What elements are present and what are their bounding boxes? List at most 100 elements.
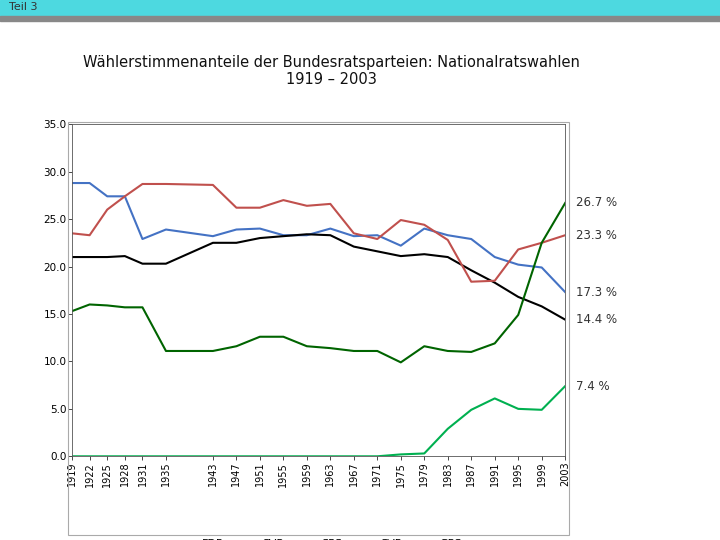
- GPS: [490, 395, 499, 402]
- SPS: [397, 217, 405, 223]
- Line: SVP: SVP: [72, 203, 565, 362]
- SVP: [232, 343, 240, 349]
- SVP: [85, 301, 94, 308]
- GPS: [68, 453, 76, 460]
- SPS: [561, 232, 570, 239]
- FDP: [349, 233, 358, 239]
- SPS: [444, 237, 452, 243]
- FDP: [256, 225, 264, 232]
- CVP: [302, 231, 311, 238]
- GPS: [561, 383, 570, 389]
- GPS: [256, 453, 264, 460]
- GPS: [279, 453, 288, 460]
- CVP: [349, 244, 358, 250]
- SPS: [103, 206, 112, 213]
- CVP: [420, 251, 428, 258]
- SPS: [279, 197, 288, 204]
- GPS: [326, 453, 335, 460]
- Text: 17.3 %: 17.3 %: [576, 286, 617, 299]
- FDP: [397, 242, 405, 249]
- CVP: [138, 260, 147, 267]
- Text: 14.4 %: 14.4 %: [576, 313, 617, 326]
- CVP: [120, 253, 129, 259]
- FDP: [302, 232, 311, 239]
- SVP: [138, 304, 147, 310]
- FDP: [120, 193, 129, 200]
- SPS: [467, 279, 476, 285]
- Line: FDP: FDP: [72, 183, 565, 292]
- CVP: [68, 254, 76, 260]
- SVP: [103, 302, 112, 309]
- FDP: [209, 233, 217, 239]
- SPS: [514, 246, 523, 253]
- SPS: [420, 221, 428, 228]
- FDP: [326, 225, 335, 232]
- SPS: [302, 202, 311, 209]
- SPS: [161, 181, 170, 187]
- FDP: [373, 232, 382, 239]
- SPS: [537, 240, 546, 246]
- FDP: [467, 236, 476, 242]
- SVP: [161, 348, 170, 354]
- SPS: [232, 205, 240, 211]
- CVP: [514, 294, 523, 300]
- SVP: [373, 348, 382, 354]
- GPS: [103, 453, 112, 460]
- Legend: FDP, CVP, SPS, SVP, GPS: FDP, CVP, SPS, SVP, GPS: [171, 535, 467, 540]
- GPS: [349, 453, 358, 460]
- FDP: [85, 180, 94, 186]
- GPS: [467, 407, 476, 413]
- GPS: [537, 407, 546, 413]
- GPS: [120, 453, 129, 460]
- CVP: [467, 267, 476, 274]
- FDP: [68, 180, 76, 186]
- GPS: [420, 450, 428, 457]
- SPS: [326, 201, 335, 207]
- Bar: [0, 16, 720, 21]
- GPS: [209, 453, 217, 460]
- SVP: [302, 343, 311, 349]
- Text: 1919 – 2003: 1919 – 2003: [286, 72, 377, 87]
- FDP: [232, 226, 240, 233]
- Text: Wählerstimmenanteile der Bundesratsparteien: Nationalratswahlen: Wählerstimmenanteile der Bundesratsparte…: [83, 55, 580, 70]
- GPS: [161, 453, 170, 460]
- CVP: [232, 240, 240, 246]
- FDP: [444, 232, 452, 239]
- CVP: [161, 260, 170, 267]
- FDP: [537, 264, 546, 271]
- SVP: [279, 334, 288, 340]
- CVP: [397, 253, 405, 259]
- Bar: [0, 0, 720, 16]
- FDP: [279, 232, 288, 239]
- SVP: [120, 304, 129, 310]
- Line: CVP: CVP: [72, 234, 565, 320]
- SVP: [68, 308, 76, 314]
- CVP: [209, 240, 217, 246]
- SVP: [209, 348, 217, 354]
- SPS: [85, 232, 94, 239]
- SVP: [467, 349, 476, 355]
- SVP: [514, 312, 523, 318]
- SVP: [444, 348, 452, 354]
- CVP: [85, 254, 94, 260]
- CVP: [256, 235, 264, 241]
- SVP: [490, 340, 499, 347]
- GPS: [302, 453, 311, 460]
- Text: 23.3 %: 23.3 %: [576, 229, 617, 242]
- Text: 26.7 %: 26.7 %: [576, 197, 617, 210]
- FDP: [514, 261, 523, 268]
- CVP: [561, 316, 570, 323]
- SPS: [120, 193, 129, 200]
- GPS: [85, 453, 94, 460]
- GPS: [397, 451, 405, 457]
- FDP: [561, 289, 570, 295]
- GPS: [138, 453, 147, 460]
- Line: SPS: SPS: [72, 184, 565, 282]
- FDP: [138, 236, 147, 242]
- CVP: [373, 248, 382, 254]
- FDP: [490, 254, 499, 260]
- CVP: [444, 254, 452, 260]
- SPS: [256, 205, 264, 211]
- SPS: [349, 230, 358, 237]
- FDP: [420, 225, 428, 232]
